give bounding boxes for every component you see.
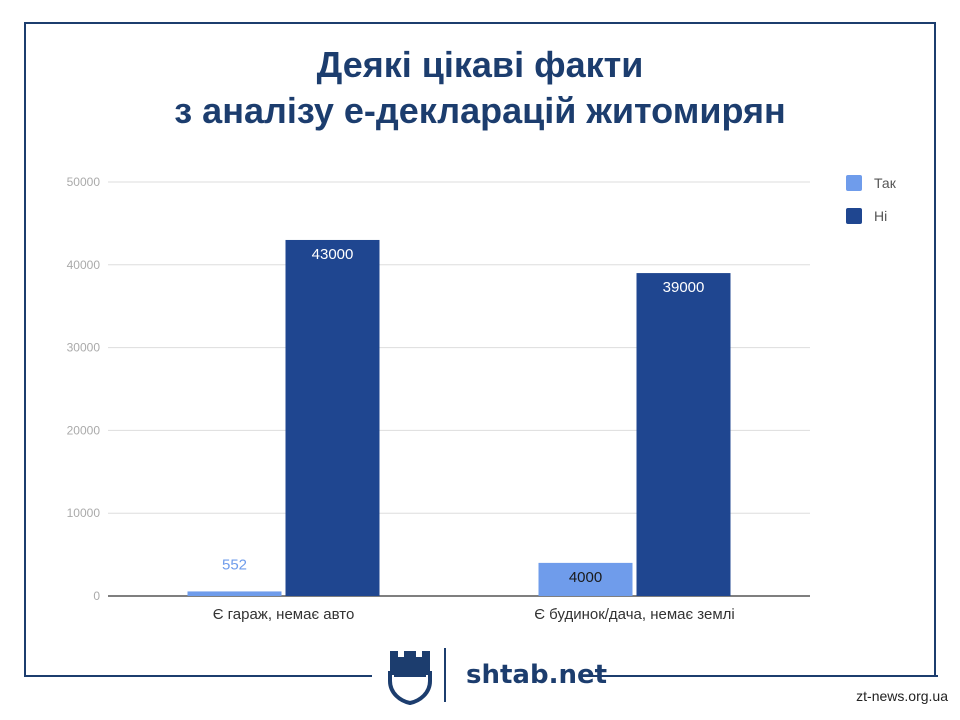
data-label: 4000 <box>569 569 602 586</box>
bar-ni <box>285 239 380 596</box>
frame-bottom-rule-right <box>586 675 938 677</box>
legend-swatch-tak <box>846 175 862 191</box>
bar-tak <box>538 562 633 596</box>
data-labels: 552 43000 4000 39000 <box>222 246 704 586</box>
y-axis-ticks: 0 10000 20000 30000 40000 50000 <box>67 175 101 603</box>
title-line-1: Деякі цікаві факти <box>316 44 644 85</box>
data-label: 43000 <box>312 246 354 263</box>
data-label: 39000 <box>663 279 705 296</box>
slide-frame <box>24 22 936 677</box>
watermark: zt-news.org.ua <box>856 688 948 704</box>
data-label: 552 <box>222 556 247 573</box>
y-tick-label: 0 <box>93 589 100 603</box>
bar-ni <box>636 273 731 596</box>
legend-label-tak: Так <box>874 175 896 191</box>
logo-text: shtab.net <box>466 660 608 690</box>
bar-tak <box>187 591 282 596</box>
page-title: Деякі цікаві факти з аналізу е-деклараці… <box>0 42 960 134</box>
frame-bottom-rule-left <box>24 675 372 677</box>
y-tick-label: 40000 <box>67 258 101 272</box>
x-tick-label: Є будинок/дача, немає землі <box>534 606 735 623</box>
y-tick-label: 20000 <box>67 423 101 437</box>
y-tick-label: 10000 <box>67 506 101 520</box>
legend-swatch-ni <box>846 208 862 224</box>
bars <box>187 239 731 596</box>
logo-divider <box>444 648 446 702</box>
x-tick-label: Є гараж, немає авто <box>213 606 355 623</box>
y-tick-label: 30000 <box>67 341 101 355</box>
legend-label-ni: Ні <box>874 208 888 224</box>
y-tick-label: 50000 <box>67 175 101 189</box>
title-line-2: з аналізу е-декларацій житомирян <box>174 90 786 131</box>
castle-shield-icon <box>388 651 432 705</box>
x-axis-ticks: Є гараж, немає авто Є будинок/дача, немає… <box>213 606 735 623</box>
